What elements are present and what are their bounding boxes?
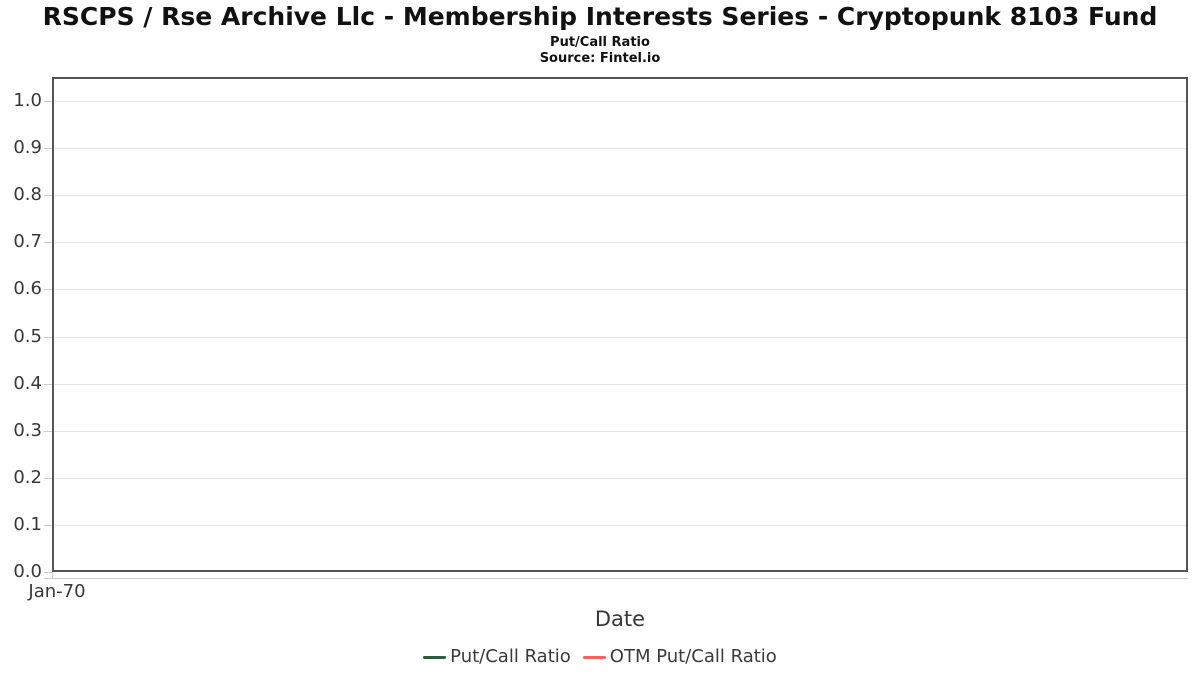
legend-item-label: OTM Put/Call Ratio — [609, 646, 777, 667]
y-axis-tick-label: 0.1 — [13, 513, 42, 535]
legend-item-otm-put-call-ratio[interactable]: OTM Put/Call Ratio — [582, 645, 777, 669]
legend-item-put-call-ratio[interactable]: Put/Call Ratio — [423, 645, 571, 669]
y-gridline — [54, 101, 1186, 102]
legend: Put/Call Ratio OTM Put/Call Ratio — [0, 645, 1200, 669]
y-axis-tick-label: 0.7 — [13, 231, 42, 253]
y-axis-tick-label: 0.5 — [13, 325, 42, 347]
y-gridline — [54, 289, 1186, 291]
y-axis-tick — [44, 524, 52, 526]
y-axis-tick-label: 0.6 — [13, 278, 42, 300]
plot-area — [52, 77, 1188, 572]
legend-line-marker — [423, 655, 447, 659]
y-axis-tick — [44, 195, 52, 197]
y-axis-tick — [44, 289, 52, 291]
legend-line-marker — [582, 655, 606, 659]
chart-source-label: Source: Fintel.io — [539, 51, 661, 66]
y-axis-tick — [44, 572, 52, 573]
chart-subtitle: Put/Call Ratio — [550, 35, 650, 50]
y-gridline — [54, 430, 1186, 432]
y-axis-tick-label: 1.0 — [13, 90, 42, 111]
x-axis-line — [44, 578, 1188, 579]
y-axis-tick-label: 0.3 — [13, 419, 42, 441]
x-axis-title: Date — [594, 607, 646, 631]
y-axis-tick — [44, 477, 52, 479]
y-axis-tick — [44, 336, 52, 338]
y-axis-tick — [44, 383, 52, 385]
x-axis-tick — [52, 572, 53, 578]
y-axis-tick-label: 0.0 — [13, 561, 42, 582]
y-gridline — [54, 148, 1186, 150]
y-gridline — [54, 477, 1186, 479]
y-gridline — [54, 242, 1186, 244]
y-gridline — [54, 195, 1186, 197]
y-axis-tick-label: 0.4 — [13, 372, 42, 394]
y-axis-tick-label: 0.8 — [13, 184, 42, 206]
legend-item-label: Put/Call Ratio — [450, 646, 571, 667]
y-gridline — [54, 524, 1186, 526]
x-axis-tick-label: Jan-70 — [28, 581, 86, 602]
chart-title: RSCPS / Rse Archive Llc - Membership Int… — [42, 2, 1158, 31]
y-gridline — [54, 336, 1186, 338]
y-axis-tick — [44, 242, 52, 244]
y-gridline — [54, 383, 1186, 385]
y-axis-tick-label: 0.9 — [13, 137, 42, 159]
y-axis-tick — [44, 101, 52, 102]
y-axis-tick — [44, 430, 52, 432]
y-axis-tick-label: 0.2 — [13, 466, 42, 488]
y-axis-tick — [44, 148, 52, 150]
